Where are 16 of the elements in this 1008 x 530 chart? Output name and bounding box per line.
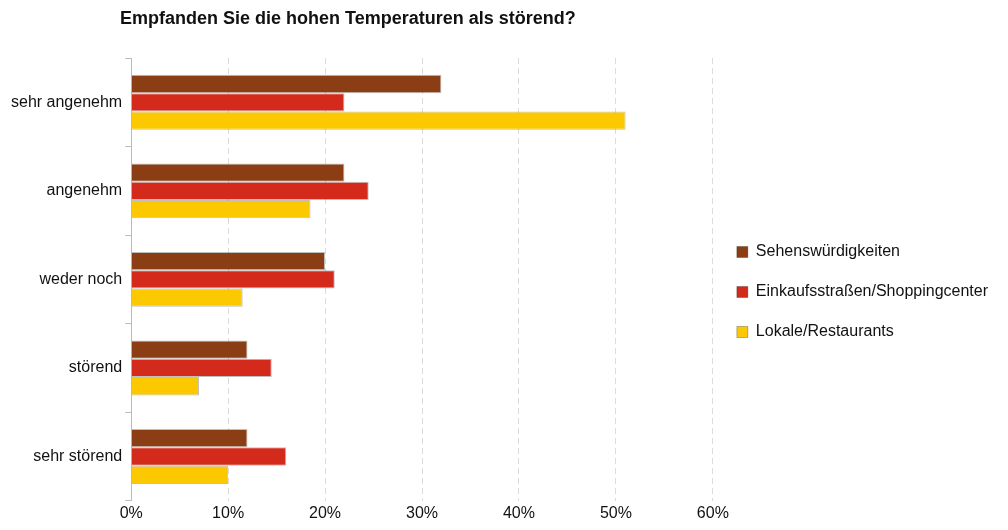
x-tick-label: 20% bbox=[309, 503, 342, 521]
legend-label: Lokale/Restaurants bbox=[755, 322, 894, 340]
x-tick-label: 50% bbox=[599, 503, 632, 521]
y-tick-label: angenehm bbox=[46, 181, 123, 199]
y-tick-label: störend bbox=[68, 358, 123, 376]
x-tick-label: 30% bbox=[406, 503, 439, 521]
x-tick-label: 0% bbox=[119, 503, 143, 521]
y-tick-label: sehr angenehm bbox=[11, 92, 123, 110]
legend-label: Sehenswürdigkeiten bbox=[755, 242, 900, 260]
legend-label: Einkaufsstraßen/Shoppingcenter bbox=[755, 282, 989, 300]
x-tick-label: 60% bbox=[696, 503, 729, 521]
y-tick-label: sehr störend bbox=[33, 446, 123, 464]
x-tick-label: 40% bbox=[502, 503, 535, 521]
x-tick-label: 10% bbox=[212, 503, 245, 521]
y-tick-label: weder noch bbox=[38, 269, 123, 287]
chart-title: Empfanden Sie die hohen Temperaturen als störend? bbox=[120, 8, 576, 29]
